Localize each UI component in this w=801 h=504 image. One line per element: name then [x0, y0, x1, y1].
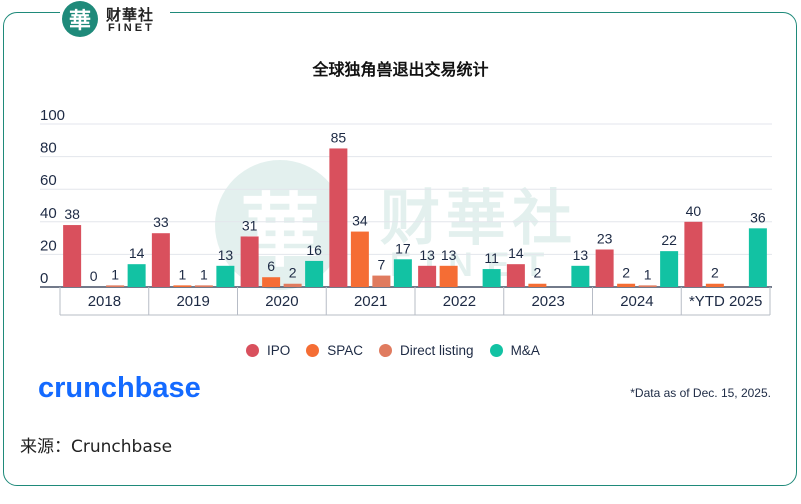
y-tick-label-60: 60: [40, 172, 57, 189]
logo-english-name: FINET: [108, 22, 155, 34]
y-tick-label-0: 0: [40, 270, 48, 287]
bar-direct-listing-2019: [194, 285, 213, 287]
data-label-ipo-2024: 23: [597, 231, 613, 247]
x-tick-label-2020: 2020: [265, 293, 298, 310]
data-label-direct-listing-2019: 1: [200, 266, 208, 282]
data-label-m-a-2018: 14: [129, 245, 145, 261]
bar-ipo-2024: [595, 249, 614, 287]
data-label-m-a-2021: 17: [395, 240, 411, 256]
bar-m-a-2024: [660, 251, 679, 287]
legend-item-direct-listing: Direct listing: [379, 343, 474, 358]
data-label-direct-listing-2021: 7: [377, 257, 385, 273]
logo-mark-icon: 華: [62, 1, 98, 37]
crunchbase-logo: crunchbase: [38, 372, 201, 404]
legend-label-direct-listing: Direct listing: [400, 342, 474, 358]
data-label-m-a-2020: 16: [306, 242, 322, 258]
legend-swatch-spac: [306, 343, 320, 357]
data-label-spac-2023: 2: [533, 265, 541, 281]
y-tick-label-100: 100: [40, 107, 65, 124]
legend-swatch-ma: [489, 343, 503, 357]
y-tick-label-20: 20: [40, 237, 57, 254]
source-caption: 来源：Crunchbase: [20, 437, 173, 457]
bar-m-a-2019: [216, 265, 235, 287]
legend-swatch-ipo: [246, 343, 259, 357]
legend-item-ma: M&A: [489, 342, 540, 358]
x-tick-label-2022: 2022: [443, 293, 476, 310]
bar-spac-2021: [350, 231, 369, 287]
bar-m-a-2022: [482, 269, 501, 287]
data-label-direct-listing-2024: 1: [644, 266, 652, 282]
x-tick-label-ytd-2025: *YTD 2025: [689, 293, 762, 310]
bar-direct-listing-2020: [283, 283, 302, 287]
data-label-ipo-2022: 13: [419, 247, 435, 263]
bar-direct-listing-2021: [372, 275, 391, 287]
x-tick-label-2018: 2018: [88, 293, 121, 310]
data-label-m-a-2023: 13: [573, 247, 589, 263]
bar-direct-listing-2018: [106, 285, 125, 287]
bar-spac-2023: [528, 283, 547, 287]
bar-spac-2019: [173, 285, 192, 287]
data-label-m-a-2019: 13: [218, 247, 234, 263]
chart-legend: IPO SPAC Direct listing M&A: [246, 340, 556, 360]
data-label-ipo-2020: 31: [242, 217, 258, 233]
legend-item-ipo: IPO: [246, 343, 290, 358]
data-label-ipo-2023: 14: [508, 245, 524, 261]
bar-m-a-2020: [305, 260, 324, 287]
data-label-m-a-2022: 11: [484, 250, 499, 266]
legend-label-ipo: IPO: [267, 342, 291, 358]
bar-ipo-2022: [418, 265, 437, 287]
data-label-ipo-2019: 33: [153, 214, 169, 230]
bar-ipo-2018: [63, 225, 82, 287]
y-tick-label-40: 40: [40, 205, 57, 222]
x-tick-label-2019: 2019: [176, 293, 209, 310]
bar-m-a-2023: [571, 265, 590, 287]
bar-m-a-2018: [127, 264, 146, 287]
data-label-spac-2019: 1: [178, 266, 186, 282]
data-label-ipo-ytd-2025: 40: [686, 203, 702, 219]
y-tick-label-80: 80: [40, 140, 57, 157]
data-label-spac-2020: 6: [267, 258, 275, 274]
bar-ipo-2023: [506, 264, 525, 287]
data-label-m-a-2024: 22: [661, 232, 677, 248]
bar-direct-listing-2024: [638, 285, 657, 287]
chart-title: 全球独角兽退出交易统计: [312, 60, 489, 79]
logo-chinese-name: 财華社: [106, 6, 155, 24]
legend-label-spac: SPAC: [327, 342, 364, 358]
bar-m-a-2021: [393, 259, 412, 287]
chart-card: [3, 12, 797, 486]
bar-ipo-ytd-2025: [684, 221, 703, 287]
data-label-spac-ytd-2025: 2: [711, 265, 719, 281]
x-tick-label-2021: 2021: [354, 293, 387, 310]
data-label-direct-listing-2020: 2: [289, 265, 297, 281]
data-label-spac-2018: 0: [90, 268, 98, 284]
legend-label-ma: M&A: [510, 342, 540, 358]
legend-item-spac: SPAC: [306, 343, 363, 358]
data-label-ipo-2018: 38: [64, 206, 80, 222]
x-tick-label-2023: 2023: [531, 293, 564, 310]
bar-spac-2024: [617, 283, 636, 287]
data-label-ipo-2021: 85: [331, 129, 347, 145]
x-tick-label-2024: 2024: [620, 293, 653, 310]
data-date-footnote: *Data as of Dec. 15, 2025.: [630, 386, 771, 400]
legend-swatch-direct-listing: [379, 343, 393, 357]
data-label-spac-2024: 2: [622, 265, 630, 281]
bar-spac-2020: [262, 277, 281, 287]
data-label-spac-2021: 34: [352, 213, 368, 229]
bar-spac-2022: [439, 265, 458, 287]
data-label-m-a-ytd-2025: 36: [750, 209, 766, 225]
bar-ipo-2021: [329, 148, 348, 287]
data-label-direct-listing-2018: 1: [111, 266, 119, 282]
bar-ipo-2019: [151, 233, 170, 287]
bar-ipo-2020: [240, 236, 259, 287]
bar-spac-ytd-2025: [705, 283, 724, 287]
bar-m-a-ytd-2025: [748, 228, 767, 287]
finet-logo: 華 财華社 FINET: [60, 0, 170, 40]
data-label-spac-2022: 13: [441, 247, 457, 263]
